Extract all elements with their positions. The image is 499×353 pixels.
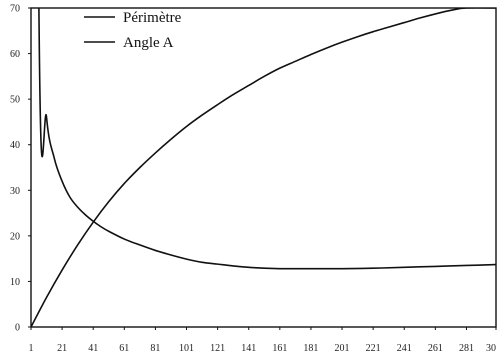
x-tick-label: 141 [241, 343, 256, 353]
y-tick-label: 60 [10, 49, 20, 60]
x-tick-label: 181 [303, 343, 318, 353]
x-tick-label: 61 [119, 343, 129, 353]
y-tick-label: 10 [10, 277, 20, 288]
x-tick-label: 161 [272, 343, 287, 353]
y-tick-label: 70 [10, 4, 20, 15]
x-tick-label: 1 [29, 343, 34, 353]
legend-label-perimetre: Périmètre [123, 10, 182, 26]
x-tick-label: 121 [210, 343, 225, 353]
plot-border [30, 7, 497, 328]
x-tick-label: 201 [335, 343, 350, 353]
series-layer [31, 8, 496, 327]
plot-area [30, 7, 497, 328]
x-tick-label: 261 [428, 343, 443, 353]
y-tick-label: 20 [10, 231, 20, 242]
x-tick-label: 241 [397, 343, 412, 353]
x-tick-label: 30 [486, 343, 496, 353]
y-tick-label: 50 [10, 95, 20, 106]
x-tick-label: 221 [366, 343, 381, 353]
y-tick-label: 40 [10, 140, 20, 151]
y-axis: 0 10 20 30 40 50 60 70 [10, 4, 31, 334]
x-tick-label: 101 [179, 343, 194, 353]
series-line-angle-a [31, 8, 496, 327]
y-tick-label: 0 [15, 323, 20, 334]
series-line-perimetre [38, 8, 496, 270]
x-tick-label: 21 [57, 343, 67, 353]
legend: Périmètre Angle A [84, 10, 182, 51]
x-axis: 1 21 41 61 81 101 121 141 161 181 201 221 241 261 281 3… [29, 327, 497, 353]
x-tick-label: 41 [88, 343, 98, 353]
y-tick-label: 30 [10, 186, 20, 197]
x-tick-label: 281 [459, 343, 474, 353]
legend-label-angle-a: Angle A [123, 35, 174, 51]
x-tick-label: 81 [150, 343, 160, 353]
